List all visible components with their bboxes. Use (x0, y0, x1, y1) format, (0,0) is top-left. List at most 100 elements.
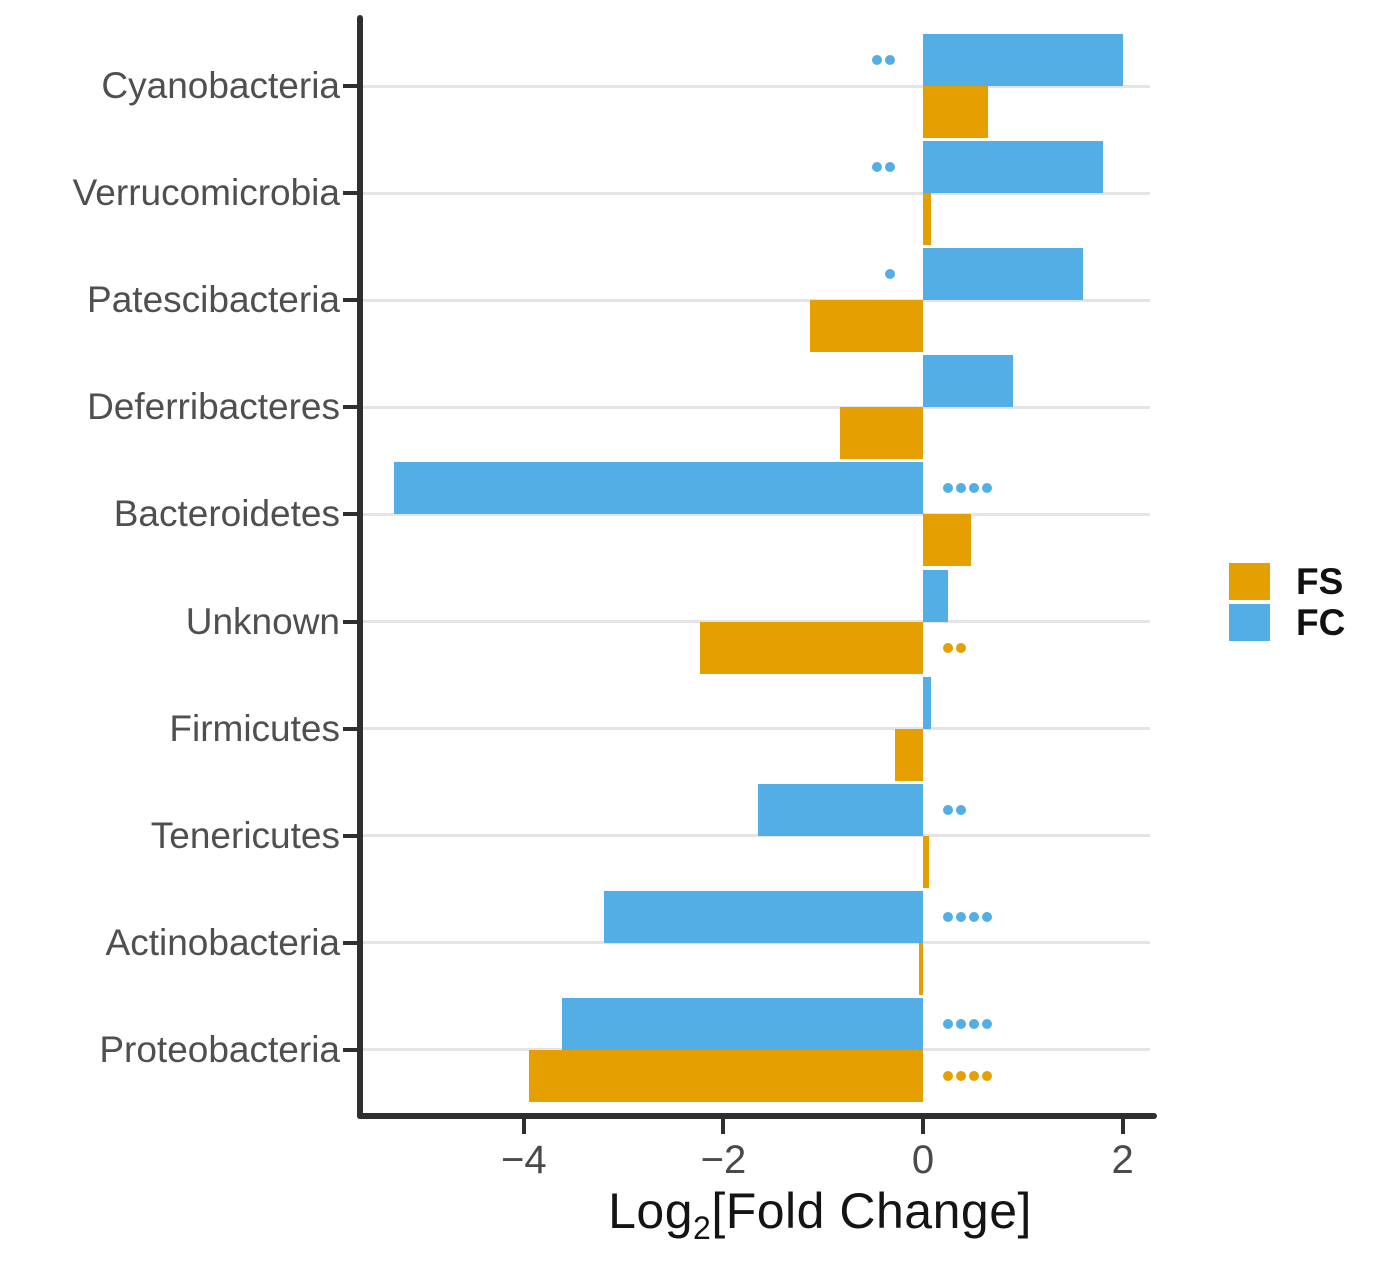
bar-fs-proteobacteria (528, 1049, 923, 1102)
star-dot (956, 804, 966, 815)
star-dot (969, 1018, 979, 1029)
x-axis-title-text: Log (608, 1183, 694, 1239)
gridline (363, 84, 1150, 88)
bar-fs-deferribacteres (840, 407, 923, 460)
bar-fc-cyanobacteria (923, 34, 1123, 86)
x-tick-label: 0 (911, 1138, 935, 1182)
y-tick (343, 84, 361, 88)
x-tick (521, 1119, 526, 1134)
bar-fs-unknown (700, 621, 923, 674)
category-label-tenericutes: Tenericutes (150, 814, 340, 856)
bar-fc-bacteroidetes (394, 462, 923, 515)
x-axis-title: Log2[Fold Change] (420, 1182, 1220, 1247)
y-tick (343, 619, 361, 624)
star-dot (956, 642, 966, 653)
legend-swatch-fc (1229, 604, 1270, 641)
bar-fc-actinobacteria (603, 890, 923, 943)
star-dot (872, 162, 882, 173)
star-dot (943, 483, 953, 494)
significance-stars-fs-unknown (943, 642, 969, 653)
bar-fc-tenericutes (758, 783, 923, 836)
x-tick-label: 2 (1111, 1138, 1134, 1182)
bar-fs-verrucomicrobia (923, 193, 931, 246)
significance-stars-fc-verrucomicrobia (872, 162, 898, 173)
significance-stars-fs-proteobacteria (943, 1070, 995, 1081)
legend-label-fc: FC (1296, 602, 1346, 643)
x-tick-label: −4 (500, 1138, 547, 1182)
star-dot (956, 483, 966, 494)
y-tick (343, 191, 361, 196)
star-dot (956, 911, 966, 922)
significance-stars-fc-tenericutes (943, 804, 969, 815)
star-dot (982, 911, 992, 922)
x-tick (1120, 1119, 1125, 1134)
y-tick (343, 512, 361, 517)
star-dot (872, 55, 882, 65)
category-label-deferribacteres: Deferribacteres (87, 386, 340, 428)
bar-fs-actinobacteria (919, 942, 923, 995)
star-dot (885, 55, 895, 65)
bar-fs-tenericutes (923, 835, 929, 888)
gridline (363, 834, 1150, 838)
bar-fc-verrucomicrobia (923, 141, 1103, 194)
category-label-bacteroidetes: Bacteroidetes (113, 493, 340, 535)
star-dot (943, 1018, 953, 1029)
x-tick-label: −2 (700, 1138, 747, 1182)
star-dot (982, 483, 992, 494)
bar-fc-patescibacteria (923, 248, 1083, 301)
bar-fs-cyanobacteria (923, 86, 988, 138)
x-axis-title-suffix: [Fold Change] (711, 1183, 1032, 1239)
star-dot (969, 911, 979, 922)
bar-fc-unknown (923, 569, 948, 622)
gridline (363, 191, 1150, 195)
x-tick (921, 1119, 925, 1134)
significance-stars-fc-bacteroidetes (943, 483, 995, 494)
y-tick (343, 940, 361, 945)
y-tick (343, 833, 361, 838)
bar-fs-patescibacteria (810, 300, 923, 353)
gridline (363, 298, 1150, 302)
gridline (363, 941, 1150, 945)
gridline (363, 512, 1150, 516)
star-dot (943, 911, 953, 922)
x-tick (721, 1119, 726, 1134)
category-label-verrucomicrobia: Verrucomicrobia (72, 172, 340, 214)
star-dot (982, 1070, 992, 1081)
category-label-cyanobacteria: Cyanobacteria (101, 65, 340, 106)
star-dot (943, 1070, 953, 1081)
bar-fs-firmicutes (895, 728, 923, 781)
legend-label-fs: FS (1296, 561, 1344, 602)
star-dot (943, 642, 953, 653)
significance-stars-fc-cyanobacteria (872, 55, 898, 65)
y-axis-line (357, 15, 363, 1119)
bar-fs-bacteroidetes (923, 514, 971, 567)
star-dot (969, 483, 979, 494)
bar-fc-deferribacteres (923, 355, 1013, 408)
star-dot (885, 162, 895, 173)
category-label-proteobacteria: Proteobacteria (99, 1028, 340, 1070)
legend-item-fs: FS (1229, 561, 1345, 602)
significance-stars-fc-proteobacteria (943, 1018, 995, 1029)
category-label-patescibacteria: Patescibacteria (87, 279, 340, 321)
y-tick (343, 405, 361, 410)
bar-fc-proteobacteria (561, 997, 923, 1050)
significance-stars-fc-patescibacteria (885, 269, 898, 280)
star-dot (956, 1018, 966, 1029)
category-label-actinobacteria: Actinobacteria (105, 921, 340, 963)
x-axis-line (357, 1113, 1157, 1119)
y-tick (343, 726, 361, 731)
y-tick (343, 298, 361, 303)
gridline (363, 727, 1150, 731)
y-tick (343, 1047, 361, 1052)
bar-fc-firmicutes (923, 676, 931, 729)
legend: FS FC (1229, 561, 1345, 643)
significance-stars-fc-actinobacteria (943, 911, 995, 922)
plot-panel (363, 15, 1155, 1115)
legend-swatch-fs (1229, 563, 1270, 600)
star-dot (956, 1070, 966, 1081)
gridline (363, 405, 1150, 409)
star-dot (885, 269, 895, 280)
legend-item-fc: FC (1229, 602, 1345, 643)
star-dot (969, 1070, 979, 1081)
